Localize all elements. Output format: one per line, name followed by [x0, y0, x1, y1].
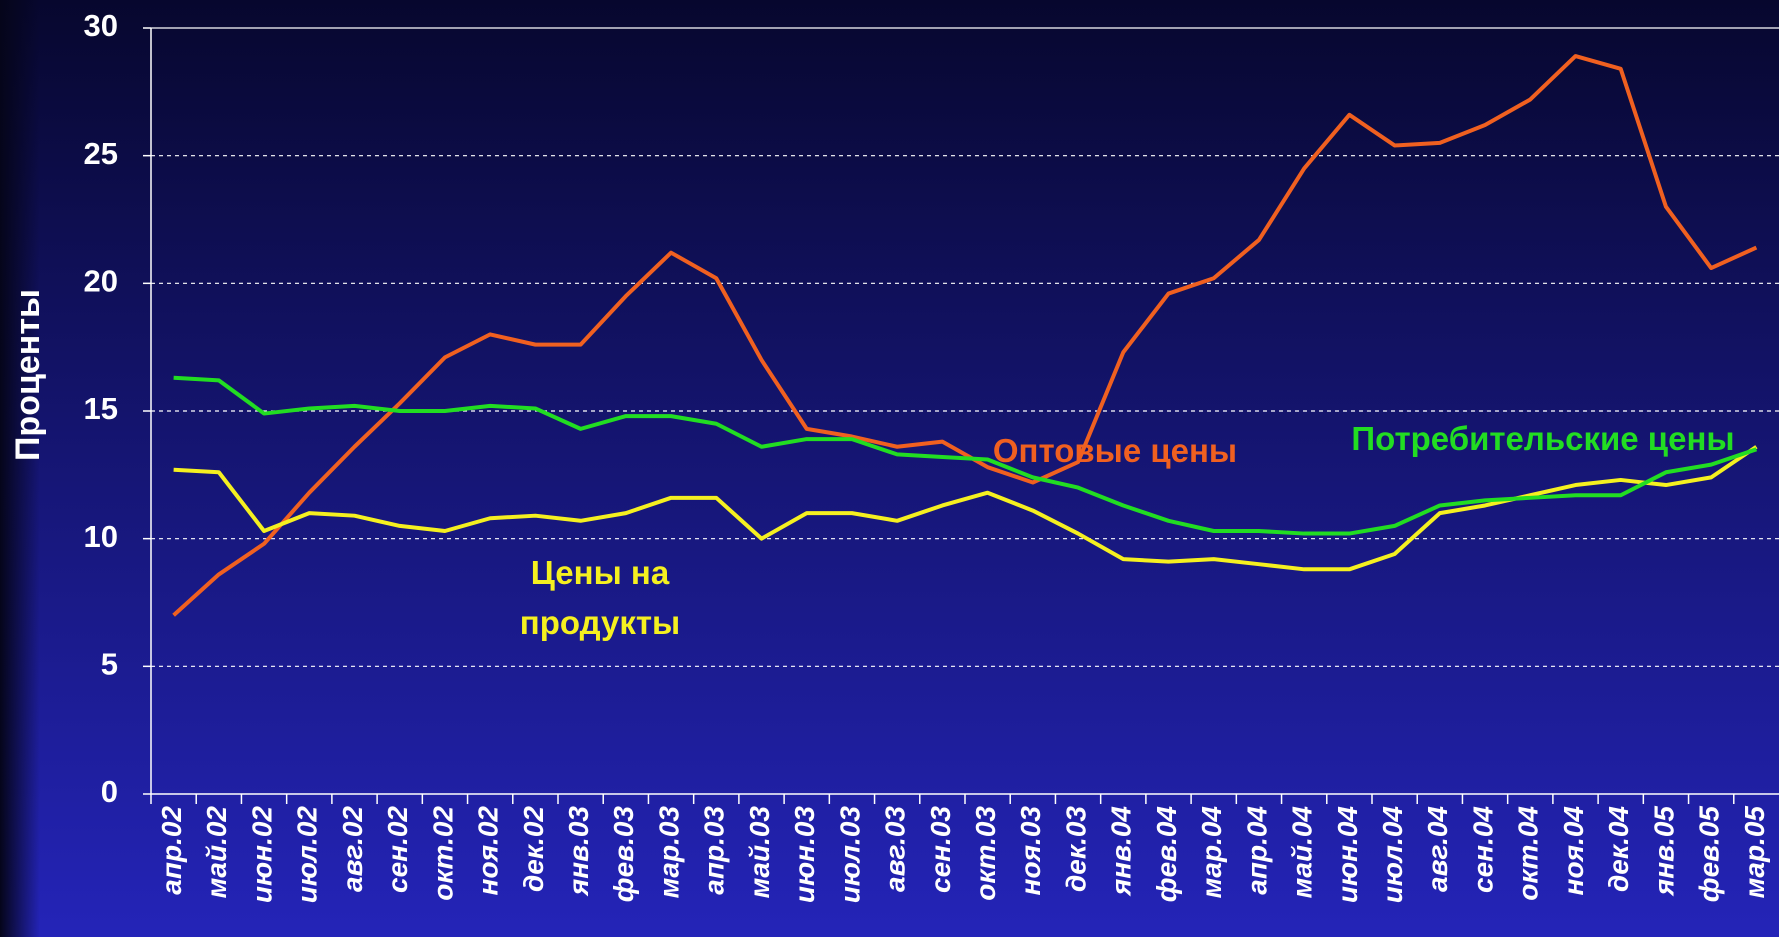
x-tick-label: ноя.02 [473, 806, 504, 896]
x-tick-label: окт.04 [1513, 806, 1544, 901]
x-tick-label: мар.03 [653, 806, 684, 899]
x-tick-label: май.02 [201, 806, 232, 899]
x-tick-label: дек.04 [1603, 806, 1634, 892]
x-tick-label: май.03 [744, 806, 775, 899]
y-tick-label: 5 [101, 647, 118, 682]
x-tick-label: окт.03 [970, 806, 1001, 901]
x-tick-label: фев.05 [1694, 806, 1725, 903]
x-tick-label: янв.04 [1106, 806, 1137, 898]
x-tick-label: фев.03 [608, 806, 639, 903]
x-tick-label: авг.02 [337, 806, 368, 892]
y-tick-label: 30 [84, 8, 118, 43]
x-tick-label: июн.03 [789, 806, 820, 904]
x-tick-label: июл.03 [834, 806, 865, 904]
x-tick-label: авг.03 [880, 806, 911, 892]
x-tick-label: апр.04 [1241, 806, 1272, 895]
x-tick-label: янв.05 [1648, 806, 1679, 898]
x-tick-label: мар.04 [1196, 806, 1227, 899]
x-tick-label: сен.04 [1467, 806, 1498, 893]
x-tick-label: авг.04 [1422, 806, 1453, 892]
x-tick-label: ноя.03 [1015, 806, 1046, 896]
series-label: Потребительские цены [1351, 420, 1735, 457]
series-line [173, 445, 1758, 572]
x-tick-label: июл.04 [1377, 806, 1408, 904]
series-line [172, 54, 1758, 617]
x-tick-label: июл.02 [292, 806, 323, 904]
series-label: Оптовые цены [992, 432, 1238, 469]
x-tick-label: дек.03 [1060, 806, 1091, 892]
x-tick-label: дек.02 [518, 806, 549, 892]
x-tick-label: сен.02 [382, 806, 413, 893]
y-axis-label: Проценты [9, 289, 47, 461]
x-tick-label: янв.03 [563, 806, 594, 898]
y-tick-label: 15 [84, 391, 118, 426]
x-tick-label: окт.02 [427, 806, 458, 901]
y-tick-label: 20 [84, 264, 118, 299]
x-tick-label: июн.02 [246, 806, 277, 904]
series-label: Цены на продукты [519, 554, 681, 641]
x-tick-label: мар.05 [1739, 806, 1770, 899]
side-shade [0, 0, 40, 937]
x-tick-label: июн.04 [1332, 806, 1363, 904]
x-tick-label: сен.03 [925, 806, 956, 893]
x-tick-label: ноя.04 [1558, 806, 1589, 896]
x-tick-label: фев.04 [1151, 806, 1182, 903]
y-tick-label: 25 [84, 136, 118, 171]
x-tick-label: май.04 [1287, 806, 1318, 899]
y-tick-label: 0 [101, 774, 118, 809]
series-line [173, 375, 1758, 536]
y-tick-label: 10 [84, 519, 118, 554]
x-tick-label: апр.03 [699, 806, 730, 895]
x-tick-label: апр.02 [156, 806, 187, 895]
